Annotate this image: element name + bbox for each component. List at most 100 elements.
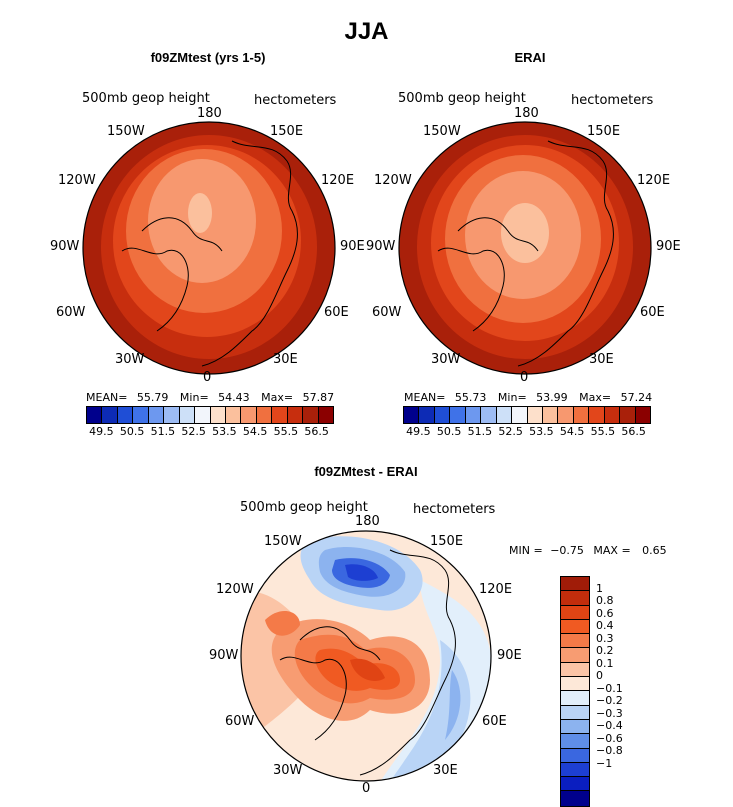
panel-3-lon-30e: 30E	[433, 763, 458, 778]
panel-1-lon-180: 180	[197, 106, 222, 121]
colorbar-swatch	[195, 407, 211, 423]
panel-3-title: f09ZMtest - ERAI	[314, 464, 418, 479]
panel-1-min: 54.43	[218, 391, 250, 404]
colorbar-tick-label: −0.2	[596, 694, 623, 707]
colorbar-swatch	[117, 407, 134, 423]
panel-2-variable: 500mb geop height	[398, 91, 526, 106]
panel-1-mean-label: MEAN=	[86, 391, 128, 404]
panel-3-lon-150e: 150E	[430, 534, 464, 549]
panel-1-lon-150e: 150E	[270, 124, 304, 139]
panel-3-lon-120e: 120E	[479, 582, 513, 597]
colorbar-tick-label: 54.5	[559, 425, 585, 438]
panel-3-max-label: MAX =	[593, 544, 631, 557]
colorbar-swatch	[404, 407, 420, 423]
colorbar-tick-label: 0	[596, 669, 603, 682]
panel-3-polar-map	[240, 530, 492, 782]
colorbar-swatch	[620, 407, 636, 423]
colorbar-swatch	[512, 407, 528, 423]
colorbar-tick-label: −0.6	[596, 731, 623, 745]
colorbar-swatch	[561, 591, 589, 606]
colorbar-tick-label: 50.5	[119, 425, 145, 438]
colorbar-tick-label: 56.5	[304, 425, 329, 438]
colorbar-swatch	[179, 407, 196, 423]
colorbar-swatch	[287, 407, 304, 423]
colorbar-swatch	[225, 407, 242, 423]
panel-1-lon-90w: 90W	[50, 239, 80, 254]
panel-3-lon-60e: 60E	[482, 714, 507, 729]
panel-2-lon-120w: 120W	[374, 173, 412, 188]
colorbar-tick-label: 53.5	[529, 425, 554, 438]
colorbar-tick-label: 49.5	[89, 425, 114, 438]
colorbar-tick-label: 51.5	[150, 425, 176, 438]
colorbar-swatch	[561, 705, 589, 720]
colorbar-tick-label: 0.8	[596, 594, 614, 607]
colorbar-tick-label: 50.5	[436, 425, 462, 438]
colorbar-swatch	[496, 407, 513, 423]
panel-3-lon-180: 180	[355, 514, 380, 529]
panel-3-lon-120w: 120W	[216, 582, 254, 597]
panel-2-lon-0: 0	[520, 370, 529, 385]
colorbar-swatch	[465, 407, 482, 423]
panel-1-lon-150w: 150W	[107, 124, 145, 139]
colorbar-tick-label: 52.5	[498, 425, 523, 438]
panel-3-lon-90e: 90E	[497, 648, 522, 663]
colorbar-tick-label: −0.1	[596, 681, 623, 695]
panel-1-lon-120w: 120W	[58, 173, 96, 188]
panel-1-lon-30e: 30E	[273, 352, 298, 367]
panel-2-lon-90e: 90E	[656, 239, 681, 254]
panel-1-colorbar	[86, 406, 334, 424]
panel-2-lon-60w: 60W	[372, 305, 402, 320]
colorbar-swatch	[561, 791, 589, 806]
panel-1-min-label: Min=	[179, 391, 209, 404]
colorbar-tick-label: 56.5	[621, 425, 646, 438]
colorbar-swatch	[561, 662, 589, 678]
panel-1-lon-30w: 30W	[115, 352, 145, 367]
panel-3-lon-90w: 90W	[209, 648, 239, 663]
panel-1-lon-90e: 90E	[340, 239, 365, 254]
colorbar-swatch	[604, 407, 621, 423]
panel-1-max: 57.87	[302, 391, 335, 404]
panel-1-lon-0: 0	[203, 370, 212, 385]
panel-3-min-label: MIN =	[509, 544, 543, 557]
panel-1-lon-120e: 120E	[321, 173, 355, 188]
colorbar-swatch	[318, 407, 333, 423]
colorbar-swatch	[272, 407, 288, 423]
colorbar-swatch	[561, 762, 589, 778]
colorbar-tick-label: 52.5	[181, 425, 206, 438]
colorbar-swatch	[542, 407, 559, 423]
colorbar-swatch	[561, 777, 589, 792]
panel-2-lon-30e: 30E	[589, 352, 614, 367]
colorbar-swatch	[561, 677, 589, 692]
panel-2-lon-150w: 150W	[423, 124, 461, 139]
colorbar-tick-label: −0.8	[596, 744, 623, 757]
panel-1-lon-60e: 60E	[324, 305, 349, 320]
colorbar-swatch	[527, 407, 543, 423]
panel-3-lon-60w: 60W	[225, 714, 255, 729]
colorbar-swatch	[558, 407, 574, 423]
colorbar-swatch	[303, 407, 319, 423]
panel-2-polar-map	[398, 121, 652, 375]
panel-1-units: hectometers	[254, 93, 337, 108]
panel-2-min: 53.99	[536, 391, 568, 404]
panel-2-stats: MEAN= 55.73 Min= 53.99 Max= 57.24	[404, 391, 652, 404]
colorbar-swatch	[561, 648, 589, 663]
colorbar-swatch	[561, 634, 589, 649]
panel-1-polar-map	[82, 121, 336, 375]
colorbar-swatch	[102, 407, 118, 423]
colorbar-swatch	[561, 605, 589, 620]
colorbar-swatch	[635, 407, 650, 423]
panel-2-units: hectometers	[571, 93, 654, 108]
panel-3-lon-30w: 30W	[273, 763, 303, 778]
panel-1-max-label: Max=	[261, 391, 294, 404]
colorbar-swatch	[561, 577, 589, 592]
colorbar-tick-label: 0.2	[596, 644, 614, 657]
colorbar-swatch	[256, 407, 273, 423]
colorbar-swatch	[450, 407, 466, 423]
colorbar-swatch	[561, 619, 589, 635]
colorbar-tick-label: 0.6	[596, 606, 614, 620]
panel-1-mean: 55.79	[136, 391, 169, 404]
panel-3-stats: MIN = −0.75 MAX = 0.65	[509, 544, 667, 557]
panel-2-colorbar	[403, 406, 651, 424]
panel-2-mean-label: MEAN=	[404, 391, 446, 404]
colorbar-tick-label: 49.5	[406, 425, 431, 438]
